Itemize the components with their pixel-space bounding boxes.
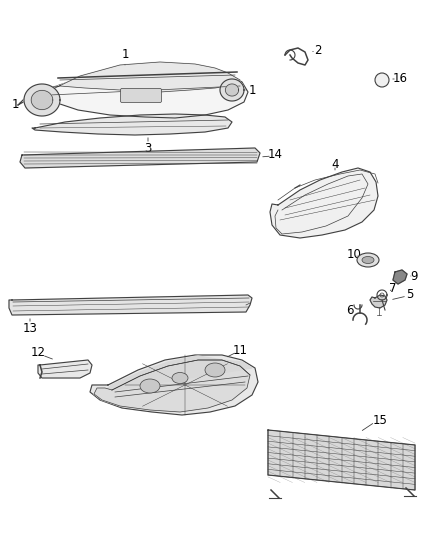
Polygon shape bbox=[226, 84, 239, 96]
Text: 4: 4 bbox=[331, 158, 339, 172]
Text: 5: 5 bbox=[406, 288, 413, 302]
Polygon shape bbox=[9, 295, 252, 315]
Ellipse shape bbox=[140, 379, 160, 393]
FancyBboxPatch shape bbox=[120, 88, 162, 102]
Ellipse shape bbox=[172, 373, 188, 384]
Ellipse shape bbox=[357, 253, 379, 267]
Text: 11: 11 bbox=[233, 343, 247, 357]
Polygon shape bbox=[268, 430, 415, 490]
Text: 12: 12 bbox=[31, 345, 46, 359]
Polygon shape bbox=[220, 79, 244, 101]
Polygon shape bbox=[20, 148, 260, 168]
Text: 15: 15 bbox=[373, 414, 388, 426]
Polygon shape bbox=[50, 62, 240, 92]
Polygon shape bbox=[31, 91, 53, 110]
Circle shape bbox=[375, 73, 389, 87]
Ellipse shape bbox=[205, 363, 225, 377]
Text: 1: 1 bbox=[11, 99, 19, 111]
Polygon shape bbox=[24, 84, 60, 116]
Polygon shape bbox=[393, 270, 407, 284]
Polygon shape bbox=[370, 295, 387, 308]
Polygon shape bbox=[38, 360, 92, 378]
Text: 9: 9 bbox=[410, 270, 418, 282]
Polygon shape bbox=[270, 168, 378, 238]
Polygon shape bbox=[108, 356, 252, 390]
Text: 7: 7 bbox=[389, 281, 397, 295]
Polygon shape bbox=[18, 65, 248, 118]
Polygon shape bbox=[32, 114, 232, 135]
Text: 13: 13 bbox=[23, 321, 37, 335]
Text: 10: 10 bbox=[346, 248, 361, 262]
Text: 2: 2 bbox=[314, 44, 322, 56]
Text: 3: 3 bbox=[144, 141, 152, 155]
Text: 1: 1 bbox=[121, 49, 129, 61]
Text: 16: 16 bbox=[392, 71, 407, 85]
Polygon shape bbox=[94, 360, 250, 412]
Text: 14: 14 bbox=[268, 149, 283, 161]
Text: 1: 1 bbox=[248, 84, 256, 96]
Text: 6: 6 bbox=[346, 303, 354, 317]
Ellipse shape bbox=[362, 256, 374, 263]
Polygon shape bbox=[90, 355, 258, 415]
